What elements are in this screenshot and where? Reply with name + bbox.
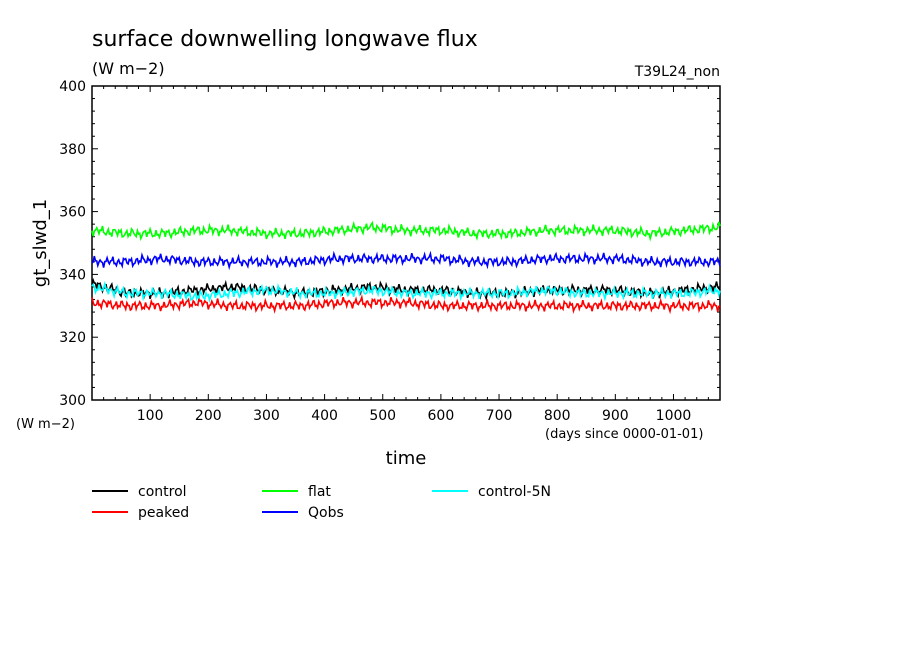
- plot-frame: [91, 85, 721, 401]
- legend-label-qobs: Qobs: [308, 505, 344, 521]
- legend-label-control-5n: control-5N: [478, 484, 551, 500]
- axis-ticks: [92, 86, 720, 400]
- x-tick-label: 700: [486, 408, 513, 424]
- series-line-peaked: [91, 294, 721, 315]
- y-tick-label: 340: [59, 267, 86, 283]
- x-tick-labels: 100 200 300 400 500 600 700 800 900 1000: [137, 408, 692, 424]
- x-axis-unit: (days since 0000-01-01): [545, 427, 703, 442]
- run-label: T39L24_non: [634, 64, 720, 80]
- y-tick-label: 360: [59, 205, 86, 221]
- y-tick-label: 320: [59, 330, 86, 346]
- y-tick-labels: 300 320 340 360 380 400: [59, 79, 86, 409]
- x-tick-label: 900: [602, 408, 629, 424]
- x-tick-label: 500: [369, 408, 396, 424]
- chart-units: (W m−2): [92, 59, 165, 78]
- x-tick-label: 400: [311, 408, 338, 424]
- x-tick-label: 300: [253, 408, 280, 424]
- series-line-control-5n: [91, 280, 721, 304]
- x-tick-label: 800: [544, 408, 571, 424]
- x-axis-label: time: [386, 448, 427, 469]
- x-tick-label: 200: [195, 408, 222, 424]
- x-tick-label: 600: [428, 408, 455, 424]
- y-axis-unit: (W m−2): [16, 417, 75, 432]
- series-line-flat: [91, 220, 721, 242]
- series-layer: [91, 220, 721, 315]
- x-tick-label: 100: [137, 408, 164, 424]
- legend-label-flat: flat: [308, 484, 331, 500]
- series-line-qobs: [91, 250, 721, 271]
- legend: control peaked flat Qobs control-5N: [92, 484, 551, 521]
- y-tick-label: 380: [59, 142, 86, 158]
- y-axis-label: gt_slwd_1: [30, 199, 51, 287]
- chart-title: surface downwelling longwave flux: [92, 27, 478, 52]
- y-tick-label: 300: [59, 393, 86, 409]
- y-tick-label: 400: [59, 79, 86, 95]
- legend-label-peaked: peaked: [138, 505, 189, 521]
- legend-label-control: control: [138, 484, 187, 500]
- x-tick-label: 1000: [656, 408, 692, 424]
